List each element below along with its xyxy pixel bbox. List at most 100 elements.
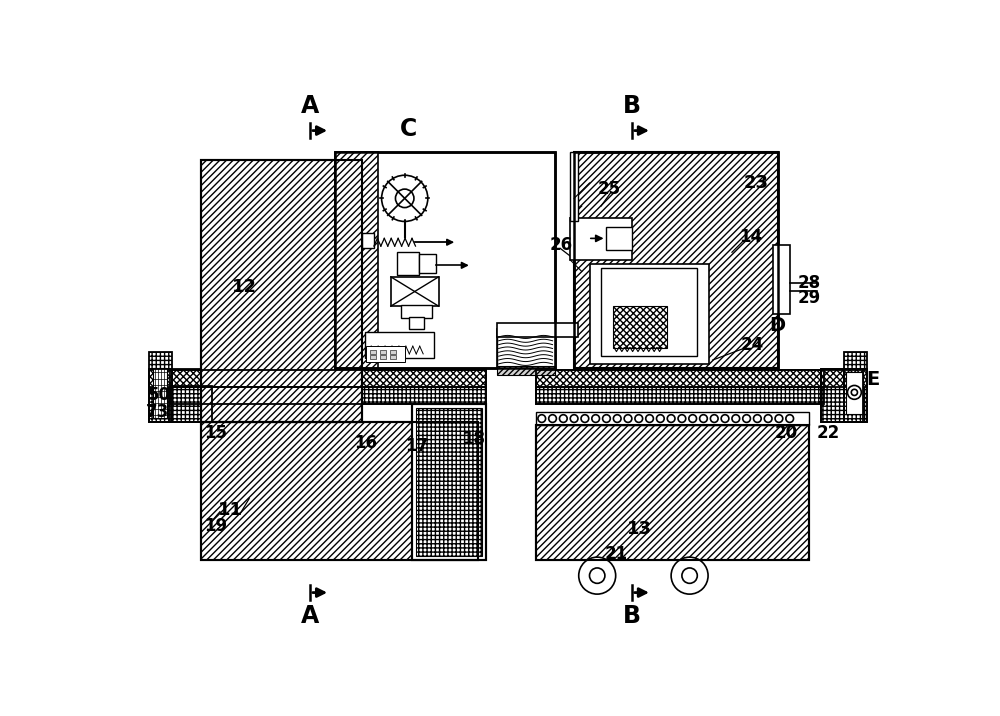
Bar [601, 268, 697, 356]
Bar [153, 368, 167, 418]
Circle shape [635, 415, 643, 422]
Circle shape [847, 385, 861, 400]
Bar [570, 152, 578, 221]
Bar [773, 245, 790, 314]
Circle shape [395, 189, 414, 208]
Circle shape [579, 557, 616, 594]
Text: 29: 29 [797, 289, 821, 307]
Bar [397, 252, 419, 276]
Bar [536, 370, 824, 387]
Text: C: C [400, 117, 417, 141]
Text: 12: 12 [231, 278, 256, 296]
Bar [412, 404, 486, 560]
Bar [536, 412, 809, 425]
Bar [497, 366, 555, 375]
Bar [412, 404, 486, 560]
Bar [416, 408, 482, 556]
Circle shape [682, 568, 697, 584]
Circle shape [549, 415, 556, 422]
Bar [365, 332, 434, 359]
Bar [844, 370, 867, 387]
Text: 17: 17 [405, 437, 428, 455]
Circle shape [570, 415, 578, 422]
Circle shape [538, 415, 546, 422]
Text: 73: 73 [146, 402, 169, 420]
Bar [170, 370, 212, 387]
Circle shape [671, 557, 708, 594]
Circle shape [743, 415, 750, 422]
Bar [149, 352, 172, 422]
Circle shape [700, 415, 707, 422]
Text: A: A [301, 604, 319, 628]
Text: D: D [769, 316, 785, 335]
Text: 18: 18 [462, 430, 485, 448]
Bar [536, 425, 809, 560]
Text: A: A [301, 94, 319, 118]
Bar [821, 369, 863, 422]
Text: 21: 21 [605, 545, 628, 563]
Circle shape [590, 568, 605, 584]
Circle shape [786, 415, 794, 422]
Bar [821, 369, 863, 422]
Bar [370, 350, 376, 354]
Text: B: B [623, 604, 641, 628]
Bar [606, 227, 632, 250]
Text: E: E [867, 369, 880, 389]
Bar [380, 350, 386, 354]
Circle shape [678, 415, 686, 422]
Bar [390, 350, 396, 354]
Circle shape [656, 415, 664, 422]
Bar [570, 218, 632, 260]
Circle shape [754, 415, 761, 422]
Text: 23: 23 [744, 174, 769, 192]
Circle shape [710, 415, 718, 422]
Circle shape [624, 415, 632, 422]
Bar [844, 369, 867, 422]
Text: 26: 26 [549, 236, 573, 253]
Bar [149, 370, 172, 387]
Bar [170, 387, 486, 404]
Text: 28: 28 [797, 274, 821, 292]
Text: 13: 13 [626, 521, 651, 538]
Text: 22: 22 [817, 424, 840, 442]
Circle shape [581, 415, 589, 422]
Text: 25: 25 [597, 180, 620, 198]
Bar [497, 329, 555, 368]
Text: 50: 50 [148, 386, 171, 404]
Bar [380, 355, 386, 359]
Circle shape [667, 415, 675, 422]
Text: 24: 24 [740, 336, 764, 354]
Bar [574, 152, 778, 368]
Bar [201, 160, 362, 422]
Bar [201, 422, 478, 560]
Circle shape [592, 415, 600, 422]
Bar [536, 370, 824, 387]
Circle shape [851, 390, 857, 395]
Text: 19: 19 [204, 516, 228, 535]
Circle shape [775, 415, 783, 422]
Bar [497, 329, 555, 368]
Bar [170, 387, 486, 404]
Circle shape [689, 415, 697, 422]
Bar [844, 352, 867, 422]
Bar [362, 233, 374, 248]
Circle shape [559, 415, 567, 422]
Bar [497, 323, 578, 337]
Circle shape [732, 415, 740, 422]
Text: 15: 15 [204, 424, 227, 442]
Bar [401, 305, 432, 318]
Bar [536, 425, 809, 560]
Bar [536, 387, 824, 404]
Bar [391, 277, 439, 306]
Bar [590, 263, 709, 364]
Circle shape [382, 175, 428, 221]
Bar [846, 372, 863, 414]
Text: 20: 20 [774, 424, 797, 442]
Bar [170, 386, 212, 422]
Bar [335, 152, 378, 368]
Bar [574, 152, 778, 368]
Text: 16: 16 [355, 434, 378, 453]
Circle shape [603, 415, 610, 422]
Bar [149, 369, 172, 422]
Text: B: B [623, 94, 641, 118]
